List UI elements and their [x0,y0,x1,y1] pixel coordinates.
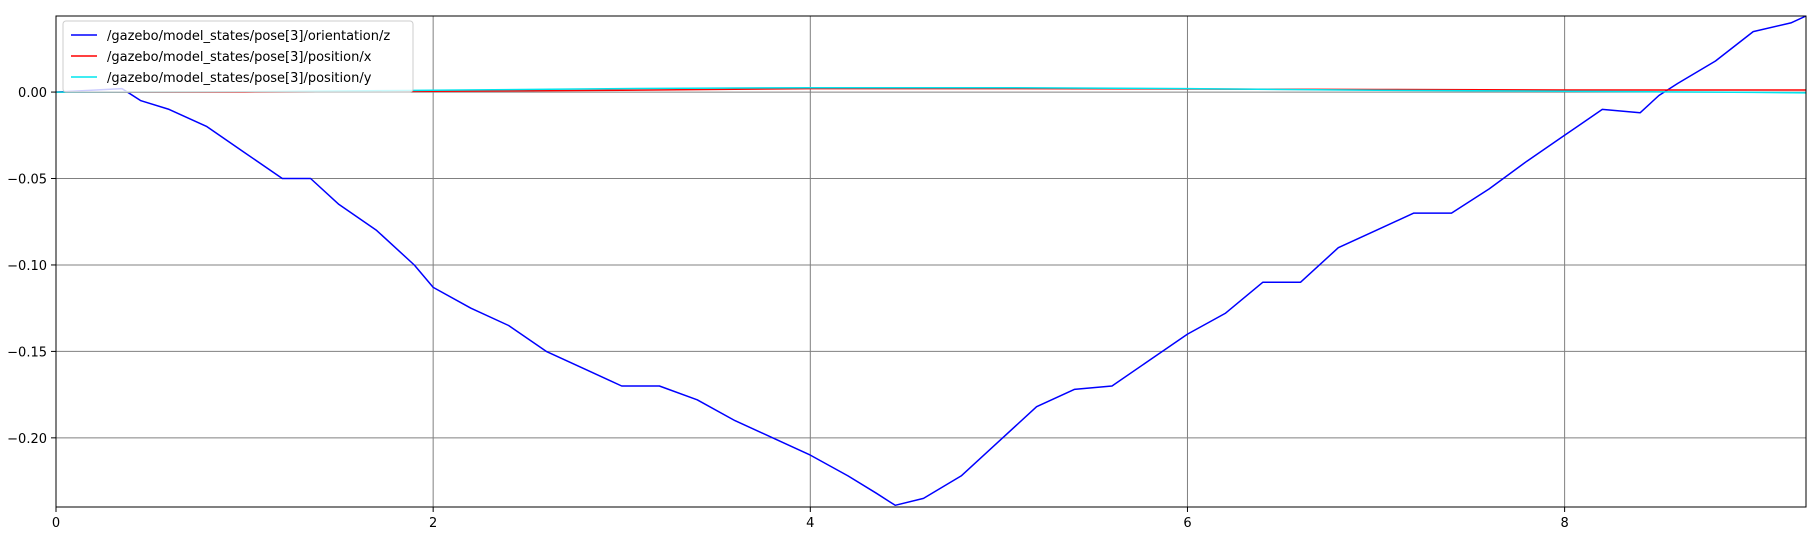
x-tick-label: 0 [52,516,60,531]
legend: /gazebo/model_states/pose[3]/orientation… [62,20,414,93]
x-tick-label: 4 [806,516,814,531]
y-tick-label: −0.05 [7,173,47,188]
legend-box [62,20,414,93]
y-tick-label: 0.00 [18,86,47,101]
x-tick-label: 6 [1183,516,1191,531]
legend-label: /gazebo/model_states/pose[3]/position/y [107,71,372,86]
tick-layer: 0 2 4 6 8 0.00 −0.05 −0.10 −0.15 −0.20 [7,86,1569,531]
series-line-orientation-z [55,15,1807,507]
legend-label: /gazebo/model_states/pose[3]/orientation… [107,29,390,44]
plot-frame [55,15,1807,508]
x-tick-label: 2 [429,516,437,531]
y-tick-label: −0.15 [7,345,47,360]
x-tick-label: 8 [1560,516,1568,531]
y-tick-label: −0.10 [7,259,47,274]
legend-label: /gazebo/model_states/pose[3]/position/x [107,50,372,65]
y-tick-label: −0.20 [7,432,47,447]
